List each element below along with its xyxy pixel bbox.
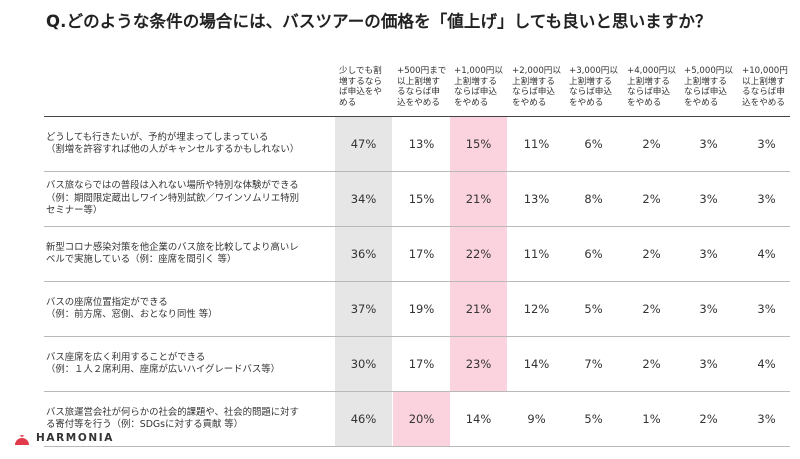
row-label: バス旅ならではの普段は入れない場所や特別な体験ができる （例：期間限定蔵出しワイ… bbox=[46, 180, 299, 217]
table-cell: 3% bbox=[757, 302, 776, 316]
harmonia-logo-icon bbox=[15, 435, 29, 445]
row-label: どうしても行きたいが、予約が埋まってしまっている （割増を許容すれば他の人がキャ… bbox=[46, 131, 300, 156]
row-divider bbox=[44, 171, 790, 172]
table-cell: 3% bbox=[699, 357, 718, 371]
table-cell: 5% bbox=[584, 412, 603, 426]
table-cell: 5% bbox=[584, 302, 603, 316]
table-cell: 14% bbox=[465, 412, 492, 426]
table-cell: 11% bbox=[523, 247, 550, 261]
table-cell: 3% bbox=[757, 137, 776, 151]
table-cell: 30% bbox=[335, 337, 392, 391]
table-cell: 4% bbox=[757, 357, 776, 371]
table-row: どうしても行きたいが、予約が埋まってしまっている （割増を許容すれば他の人がキャ… bbox=[44, 117, 790, 172]
table-cell: 15% bbox=[408, 192, 435, 206]
table-cell: 4% bbox=[757, 247, 776, 261]
table-cell: 7% bbox=[584, 357, 603, 371]
table-cell: 9% bbox=[527, 412, 546, 426]
row-divider bbox=[44, 281, 790, 282]
column-header: +3,000円以 上割増する ならば申込 をやめる bbox=[569, 66, 618, 108]
column-header: +2,000円以 上割増する ならば申込 をやめる bbox=[512, 66, 561, 108]
column-header: +1,000円以 上割増する ならば申込 をやめる bbox=[454, 66, 503, 108]
table-cell: 14% bbox=[523, 357, 550, 371]
table-cell: 21% bbox=[450, 172, 507, 226]
table-cell: 37% bbox=[335, 282, 392, 336]
row-label: バス座席を広く利用することができる （例：１人２席利用、座席が広いハイグレードバ… bbox=[46, 351, 281, 376]
table-row: バス旅ならではの普段は入れない場所や特別な体験ができる （例：期間限定蔵出しワイ… bbox=[44, 172, 790, 227]
row-label: バス旅運営会社が何らかの社会的課題や、社会的問題に対す る寄付等を行う（例：SD… bbox=[46, 406, 299, 431]
table-cell: 6% bbox=[584, 137, 603, 151]
table-cell: 1% bbox=[642, 412, 661, 426]
table-cell: 17% bbox=[408, 247, 435, 261]
row-label: 新型コロナ感染対策を他企業のバス旅を比較してより高いレ ベルで実施している（例：… bbox=[46, 241, 299, 266]
table-cell: 22% bbox=[450, 227, 507, 281]
table-cell: 19% bbox=[408, 302, 435, 316]
column-header: +500円まで 以上割増す るならば申 込をやめる bbox=[397, 66, 447, 108]
table-cell: 46% bbox=[335, 392, 392, 446]
table-cell: 47% bbox=[335, 117, 392, 171]
row-divider bbox=[44, 446, 790, 447]
column-header: +5,000円以 上割増する ならば申込 をやめる bbox=[684, 66, 733, 108]
table-row: バス座席を広く利用することができる （例：１人２席利用、座席が広いハイグレードバ… bbox=[44, 337, 790, 392]
row-label: バスの座席位置指定ができる （例：前方席、窓側、おとなり同性 等） bbox=[46, 296, 218, 321]
table-cell: 12% bbox=[523, 302, 550, 316]
table-cell: 13% bbox=[408, 137, 435, 151]
table-cell: 17% bbox=[408, 357, 435, 371]
table-cell: 34% bbox=[335, 172, 392, 226]
table-cell: 8% bbox=[584, 192, 603, 206]
table-cell: 21% bbox=[450, 282, 507, 336]
table-cell: 6% bbox=[584, 247, 603, 261]
table-cell: 13% bbox=[523, 192, 550, 206]
table-cell: 2% bbox=[699, 412, 718, 426]
table-cell: 11% bbox=[523, 137, 550, 151]
table-cell: 15% bbox=[450, 117, 507, 171]
table-cell: 20% bbox=[393, 392, 450, 446]
table-cell: 2% bbox=[642, 137, 661, 151]
chart-title: Q.どのような条件の場合には、バスツアーの価格を「値上げ」しても良いと思いますか… bbox=[46, 12, 712, 31]
table-cell: 3% bbox=[757, 192, 776, 206]
table-row: バス旅運営会社が何らかの社会的課題や、社会的問題に対す る寄付等を行う（例：SD… bbox=[44, 392, 790, 447]
table-header: 少しでも割 増するなら ば申込をや める +500円まで 以上割増す るならば申 … bbox=[44, 62, 790, 116]
table-cell: 3% bbox=[699, 302, 718, 316]
row-divider bbox=[44, 336, 790, 337]
column-header: +10,000円 以上割増す るならば申 込をやめる bbox=[742, 66, 788, 108]
table-cell: 2% bbox=[642, 302, 661, 316]
table-cell: 2% bbox=[642, 247, 661, 261]
header-divider bbox=[44, 116, 790, 117]
column-header: 少しでも割 増するなら ば申込をや める bbox=[339, 66, 382, 108]
table-cell: 36% bbox=[335, 227, 392, 281]
table-row: 新型コロナ感染対策を他企業のバス旅を比較してより高いレ ベルで実施している（例：… bbox=[44, 227, 790, 282]
column-header: +4,000円以 上割増する ならば申込 をやめる bbox=[627, 66, 676, 108]
table-cell: 3% bbox=[699, 247, 718, 261]
table-cell: 2% bbox=[642, 357, 661, 371]
table-cell: 3% bbox=[699, 192, 718, 206]
row-divider bbox=[44, 391, 790, 392]
table-cell: 3% bbox=[699, 137, 718, 151]
harmonia-logo: HARMONIA bbox=[14, 430, 114, 446]
logo-text: HARMONIA bbox=[36, 432, 114, 444]
table-cell: 3% bbox=[757, 412, 776, 426]
table-cell: 23% bbox=[450, 337, 507, 391]
row-divider bbox=[44, 226, 790, 227]
table-row: バスの座席位置指定ができる （例：前方席、窓側、おとなり同性 等） 37% 19% 2… bbox=[44, 282, 790, 337]
table-cell: 2% bbox=[642, 192, 661, 206]
